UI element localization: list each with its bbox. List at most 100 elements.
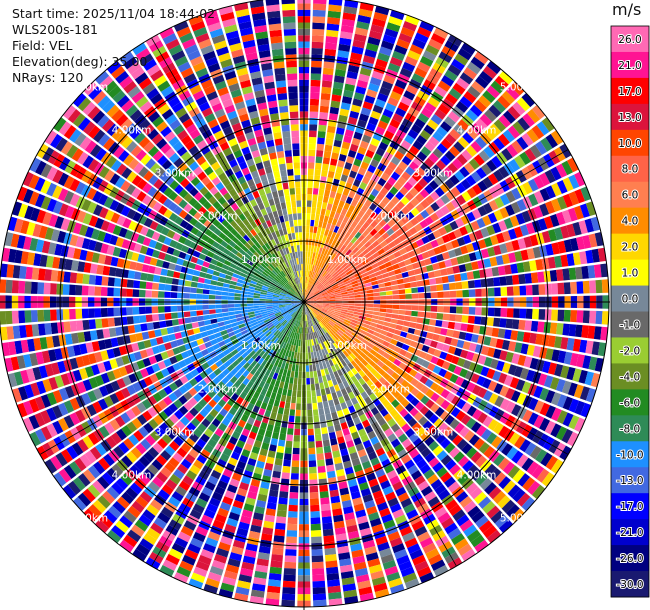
- velocity-gate: [527, 109, 541, 124]
- velocity-gate: [243, 386, 251, 394]
- velocity-gate: [493, 209, 504, 221]
- velocity-gate: [386, 295, 393, 300]
- velocity-gate: [382, 559, 397, 570]
- velocity-gate: [459, 72, 474, 85]
- velocity-gate: [381, 232, 390, 240]
- velocity-gate: [299, 308, 303, 315]
- velocity-gate: [585, 201, 597, 216]
- velocity-gate: [282, 388, 288, 396]
- velocity-gate: [384, 28, 399, 39]
- velocity-gate: [317, 137, 325, 145]
- velocity-gate: [180, 525, 194, 537]
- velocity-gate: [298, 314, 301, 321]
- velocity-gate: [387, 531, 401, 542]
- velocity-gate: [367, 303, 374, 308]
- velocity-gate: [287, 517, 298, 525]
- velocity-gate: [493, 383, 504, 395]
- velocity-gate: [326, 346, 332, 354]
- velocity-gate: [529, 234, 539, 247]
- velocity-gate: [439, 244, 448, 253]
- velocity-gate: [306, 314, 309, 321]
- velocity-gate: [468, 158, 480, 170]
- velocity-gate: [367, 451, 378, 461]
- velocity-gate: [356, 321, 364, 327]
- velocity-gate: [310, 92, 320, 100]
- velocity-gate: [421, 251, 430, 260]
- velocity-gate: [415, 238, 425, 247]
- velocity-gate: [411, 470, 422, 481]
- velocity-gate: [398, 234, 407, 242]
- velocity-gate: [317, 465, 326, 473]
- ray: [304, 302, 374, 602]
- velocity-gate: [44, 269, 52, 281]
- velocity-gate: [206, 329, 214, 336]
- velocity-gate: [321, 292, 328, 296]
- velocity-gate: [354, 294, 361, 298]
- velocity-gate: [340, 402, 348, 410]
- velocity-gate: [157, 399, 168, 410]
- velocity-gate: [97, 476, 110, 490]
- velocity-gate: [541, 117, 555, 132]
- ray: [304, 20, 435, 302]
- velocity-gate: [317, 402, 324, 409]
- velocity-gate: [213, 464, 224, 474]
- velocity-gate: [556, 269, 564, 281]
- velocity-gate: [472, 270, 481, 279]
- velocity-gate: [390, 280, 398, 286]
- velocity-gate: [299, 352, 303, 360]
- velocity-gate: [456, 237, 466, 247]
- velocity-gate: [230, 506, 242, 515]
- velocity-gate: [250, 332, 257, 338]
- velocity-gate: [266, 456, 275, 465]
- velocity-gate: [317, 283, 323, 289]
- velocity-gate: [390, 156, 401, 166]
- velocity-gate: [318, 408, 325, 416]
- velocity-gate: [305, 251, 308, 258]
- velocity-gate: [378, 219, 387, 228]
- velocity-gate: [313, 309, 320, 315]
- velocity-gate: [334, 233, 341, 241]
- velocity-gate: [291, 311, 297, 318]
- velocity-gate: [391, 314, 399, 319]
- velocity-gate: [309, 320, 313, 327]
- velocity-gate: [341, 18, 355, 27]
- velocity-gate: [195, 526, 209, 537]
- velocity-gate: [352, 283, 359, 288]
- velocity-gate: [527, 480, 541, 495]
- velocity-gate: [375, 468, 386, 478]
- velocity-gate: [442, 313, 450, 321]
- velocity-gate: [493, 119, 507, 132]
- velocity-gate: [405, 383, 415, 393]
- velocity-gate: [158, 313, 166, 321]
- velocity-gate: [132, 289, 140, 297]
- velocity-gate: [164, 445, 176, 457]
- velocity-gate: [382, 108, 394, 119]
- velocity-gate: [309, 277, 313, 284]
- velocity-gate: [499, 243, 508, 254]
- velocity-gate: [253, 295, 260, 299]
- velocity-gate: [135, 543, 151, 556]
- velocity-gate: [434, 484, 447, 496]
- velocity-gate: [309, 339, 312, 347]
- velocity-gate: [333, 334, 339, 341]
- velocity-gate: [126, 316, 134, 325]
- velocity-gate: [145, 290, 152, 298]
- velocity-gate: [320, 290, 327, 294]
- velocity-gate: [358, 281, 365, 286]
- velocity-gate: [305, 320, 308, 328]
- velocity-gate: [216, 547, 229, 558]
- velocity-gate: [276, 353, 282, 361]
- velocity-gate: [289, 485, 299, 493]
- velocity-gate: [308, 326, 312, 334]
- velocity-gate: [409, 226, 418, 236]
- velocity-gate: [399, 408, 409, 418]
- velocity-gate: [283, 574, 296, 582]
- velocity-gate: [106, 467, 119, 481]
- velocity-gate: [416, 167, 426, 178]
- velocity-gate: [415, 213, 425, 223]
- velocity-gate: [324, 407, 331, 415]
- velocity-gate: [152, 314, 159, 322]
- velocity-gate: [274, 528, 286, 537]
- velocity-gate: [419, 20, 435, 32]
- velocity-gate: [305, 232, 310, 239]
